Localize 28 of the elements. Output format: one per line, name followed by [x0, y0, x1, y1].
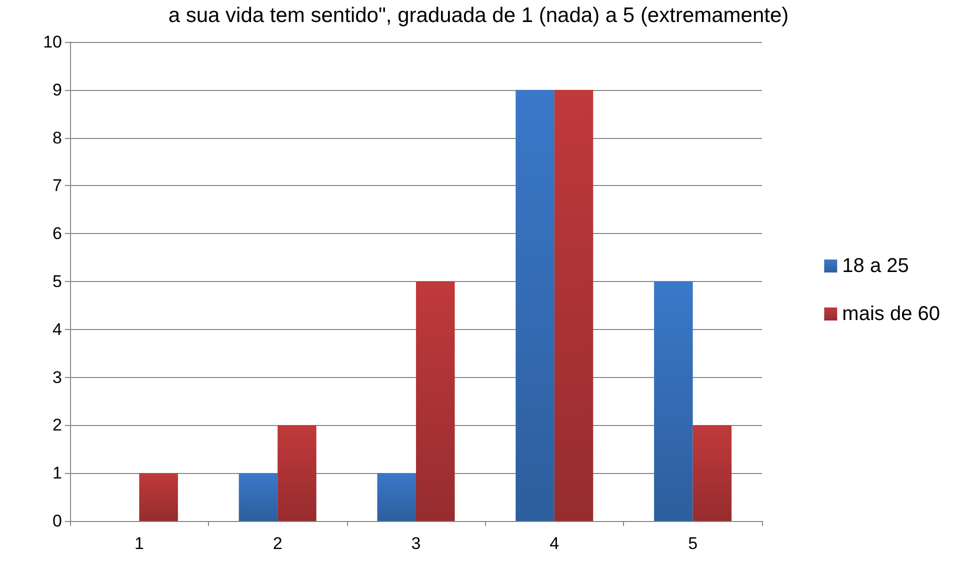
legend-label: mais de 60 — [842, 303, 940, 325]
x-tick-label: 5 — [688, 534, 698, 553]
bar — [692, 425, 732, 521]
bar — [516, 90, 554, 521]
y-tick-label: 10 — [43, 32, 62, 52]
y-tick-label: 0 — [52, 512, 62, 530]
bar — [654, 282, 693, 521]
y-tick-label: 8 — [52, 128, 62, 148]
x-tick-label: 1 — [134, 534, 144, 553]
y-tick-label: 4 — [52, 320, 62, 339]
y-tick-label: 2 — [52, 416, 62, 435]
y-tick-label: 7 — [52, 176, 62, 196]
bar — [278, 425, 316, 521]
y-tick-label: 5 — [52, 272, 62, 291]
chart-title: a sua vida tem sentido", graduada de 1 (nada) a 5 (extremamente) — [168, 4, 789, 27]
x-tick-label: 2 — [272, 534, 282, 553]
y-tick-label: 9 — [52, 80, 62, 100]
bar — [139, 473, 178, 521]
y-tick-label: 3 — [52, 368, 62, 387]
y-tick-label: 1 — [52, 464, 62, 483]
bar — [238, 473, 278, 521]
x-tick-label: 3 — [411, 534, 421, 553]
bar — [554, 90, 594, 521]
bar — [416, 282, 455, 521]
y-tick-label: 6 — [52, 224, 62, 244]
bar — [377, 473, 416, 521]
x-tick-label: 4 — [550, 534, 560, 553]
legend-label: 18 a 25 — [842, 255, 909, 277]
